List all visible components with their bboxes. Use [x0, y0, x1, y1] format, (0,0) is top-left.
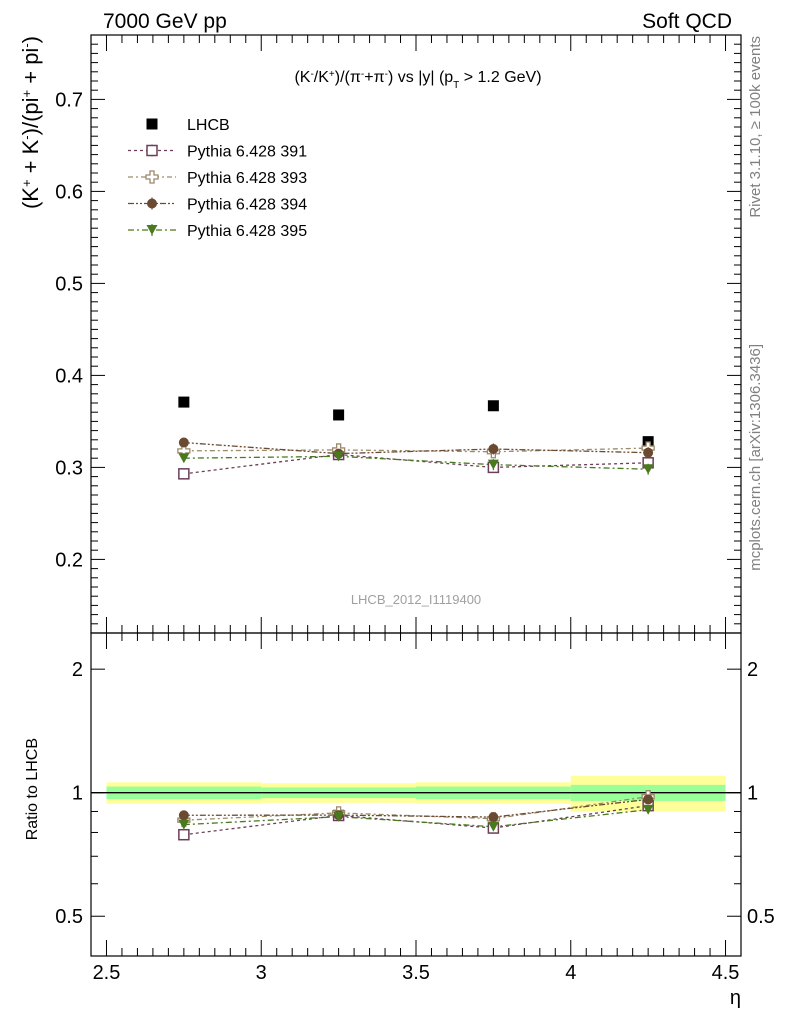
- y-tick-label: 0.3: [55, 457, 83, 479]
- main-title: (K-/K+)/(π-+π-) vs |y| (pT > 1.2 GeV): [294, 69, 541, 91]
- data-point: [643, 447, 654, 458]
- header-left: 7000 GeV pp: [103, 10, 227, 33]
- data-point: [487, 400, 499, 412]
- ratio-y-tick-label: 1: [72, 783, 83, 805]
- ratio-y-tick-label-right: 1: [747, 783, 758, 805]
- ratio-data-point: [178, 810, 189, 821]
- series-line: [183, 441, 649, 455]
- legend-label: Pythia 6.428 391: [187, 144, 307, 161]
- ratio-y-tick-label: 0.5: [55, 906, 83, 928]
- legend: LHCB Pythia 6.428 391 Pythia 6.428 393 Pyth…: [128, 117, 307, 240]
- main-panel: 0.2 0.3 0.4 0.5 0.6 0.7: [55, 34, 742, 634]
- header-right: Soft QCD: [642, 10, 732, 33]
- rivet-label: Rivet 3.1.10, ≥ 100k events: [747, 36, 764, 218]
- y-tick-label: 0.5: [55, 273, 83, 295]
- x-tick-label: 2.5: [93, 962, 121, 984]
- legend-marker: [146, 118, 158, 130]
- ratio-data-point: [488, 812, 499, 823]
- ratio-data-point: [333, 811, 345, 822]
- series-line: [183, 447, 649, 453]
- data-point: [333, 451, 345, 462]
- ratio-series-line: [183, 798, 649, 818]
- watermark: LHCB_2012_I1119400: [351, 592, 481, 607]
- data-point: [488, 444, 499, 454]
- y-tick-label: 0.2: [55, 549, 83, 571]
- legend-marker: [147, 198, 157, 209]
- ratio-data-point: [178, 828, 190, 841]
- ratio-y-tick-label-right: 0.5: [747, 906, 775, 928]
- mcplots-label: mcplots.cern.ch [arXiv:1306.3436]: [747, 344, 764, 571]
- y-tick-label: 0.7: [55, 89, 83, 111]
- y-tick-label: 0.4: [55, 365, 83, 387]
- x-axis-label: η: [730, 987, 741, 1009]
- data-point: [487, 459, 499, 470]
- data-point: [178, 453, 190, 464]
- ratio-data-point: [178, 819, 190, 830]
- ratio-y-axis-label: Ratio to LHCB: [24, 738, 41, 840]
- legend-marker: [145, 170, 159, 184]
- main-y-axis-label: (K+ + K-)/(pi+ + pi-): [18, 36, 43, 209]
- ratio-data-point: [487, 821, 499, 832]
- legend-label: Pythia 6.428 394: [187, 197, 307, 214]
- series-line: [183, 453, 649, 475]
- x-tick-label: 4: [565, 962, 576, 984]
- ratio-data-point: [643, 794, 654, 805]
- legend-label: LHCB: [187, 117, 230, 134]
- ratio-panel: 0.5 0.5 1 1 2 2 2.5 3 3.5 4 4.5: [55, 632, 775, 984]
- y-tick-label: 0.6: [55, 181, 83, 203]
- legend-marker: [146, 225, 158, 235]
- series-line: [183, 455, 649, 470]
- data-point: [178, 396, 190, 408]
- data-point: [333, 409, 345, 421]
- data-point: [178, 468, 190, 480]
- legend-label: Pythia 6.428 393: [187, 170, 307, 187]
- legend-label: Pythia 6.428 395: [187, 223, 307, 240]
- x-tick-label: 4.5: [712, 962, 740, 984]
- legend-marker: [146, 144, 158, 157]
- x-tick-label: 3.5: [402, 962, 430, 984]
- x-tick-label: 3: [256, 962, 267, 984]
- ratio-data-point: [642, 804, 654, 815]
- ratio-series-line: [183, 809, 649, 828]
- data-point: [178, 437, 189, 448]
- ratio-y-tick-label-right: 2: [747, 659, 758, 681]
- ratio-y-tick-label: 2: [72, 659, 83, 681]
- data-point: [642, 464, 654, 475]
